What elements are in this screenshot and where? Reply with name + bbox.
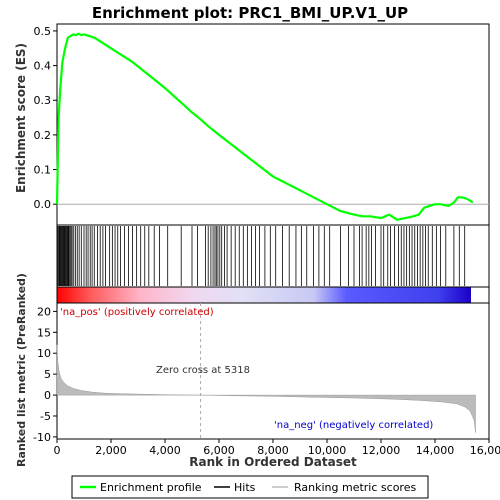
metric-y-tick-label: -10 [33,431,51,444]
x-tick-label: 16,000 [470,444,500,457]
metric-y-axis-label: Ranked list metric (PreRanked) [15,273,28,467]
x-tick-label: 8,000 [257,444,289,457]
neg-annotation: 'na_neg' (negatively correlated) [274,420,433,431]
metric-y-tick-label: -5 [40,410,51,423]
es-y-tick-label: 0.4 [34,60,52,73]
x-tick-label: 10,000 [308,444,347,457]
es-y-tick-label: 0.0 [34,198,52,211]
metric-y-tick-label: 15 [37,326,51,339]
rank-color-bar [57,287,471,303]
enrichment-profile-line [55,32,474,221]
x-tick-label: 14,000 [416,444,455,457]
legend-box [71,475,429,499]
x-tick-label: 6,000 [203,444,235,457]
metric-y-tick-label: 0 [44,389,51,402]
legend-metric-label: Ranking metric scores [294,481,416,494]
x-axis-ticks: 0 2,000 4,000 6,000 8,000 10,000 12,000 14,000 1… [54,439,500,457]
zero-cross-label: Zero cross at 5318 [156,365,250,376]
x-tick-label: 12,000 [362,444,401,457]
metric-y-tick-label: 5 [44,368,51,381]
x-tick-label: 4,000 [149,444,181,457]
metric-y-tick-label: 10 [37,347,51,360]
legend-enrichment-label: Enrichment profile [100,481,202,494]
es-y-tick-label: 0.1 [34,164,52,177]
chart-title: Enrichment plot: PRC1_BMI_UP.V1_UP [92,4,408,22]
es-y-axis-ticks: 0.0 0.1 0.2 0.3 0.4 0.5 [34,25,57,211]
metric-y-axis-ticks: -10 -5 0 5 10 15 20 [33,305,57,444]
metric-y-tick-label: 20 [37,305,51,318]
pos-annotation: 'na_pos' (positively correlated) [60,307,214,318]
legend-hits-label: Hits [234,481,256,494]
metric-panel-frame [56,302,490,440]
x-tick-label: 2,000 [95,444,127,457]
x-axis-label: Rank in Ordered Dataset [189,455,357,469]
es-y-axis-label: Enrichment score (ES) [14,43,28,193]
es-y-tick-label: 0.2 [34,129,52,142]
hits-ticks [57,226,466,286]
x-tick-label: 0 [54,444,61,457]
es-panel-frame [56,23,490,226]
hits-panel-frame [56,224,490,288]
es-y-tick-label: 0.5 [34,25,52,38]
es-y-tick-label: 0.3 [34,94,52,107]
